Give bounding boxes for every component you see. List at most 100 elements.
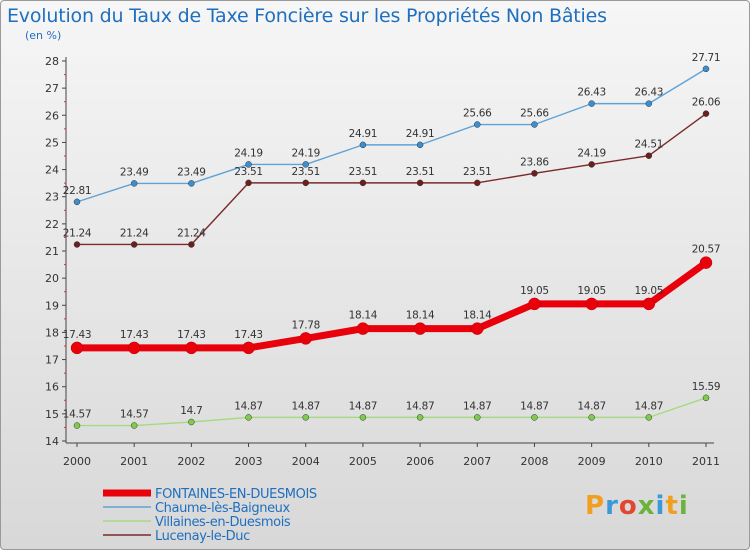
- data-label: 19.05: [577, 285, 606, 297]
- x-tick-label: 2009: [578, 455, 606, 468]
- y-tick-label: 20: [45, 272, 59, 285]
- data-label: 21.24: [120, 227, 149, 239]
- data-label: 14.87: [291, 400, 320, 412]
- x-tick-label: 2008: [520, 455, 548, 468]
- data-point: [188, 418, 195, 426]
- x-tick-label: 2005: [349, 455, 377, 468]
- data-label: 27.71: [692, 52, 721, 64]
- data-label: 14.87: [406, 400, 435, 412]
- data-label: 14.87: [520, 400, 549, 412]
- data-point: [645, 152, 653, 159]
- data-label: 14.57: [63, 409, 92, 421]
- legend-label: Villaines-en-Duesmois: [155, 515, 291, 530]
- data-label: 18.14: [406, 310, 435, 322]
- data-label: 23.51: [291, 166, 320, 178]
- data-label: 18.14: [349, 310, 378, 322]
- data-point: [245, 161, 252, 168]
- series-line: [73, 259, 710, 352]
- data-label: 23.51: [406, 166, 435, 178]
- y-tick-label: 18: [45, 326, 59, 339]
- data-label: 14.87: [577, 400, 606, 412]
- data-label: 14.57: [120, 409, 149, 421]
- data-point: [531, 121, 538, 128]
- data-label: 23.49: [177, 166, 206, 178]
- data-point: [585, 297, 598, 311]
- y-tick-label: 15: [45, 408, 59, 421]
- logo-letter: t: [665, 491, 679, 521]
- data-point: [73, 422, 81, 429]
- x-tick-label: 2007: [463, 455, 491, 468]
- data-point: [130, 241, 138, 248]
- data-label: 17.43: [234, 329, 263, 341]
- data-point: [299, 332, 312, 345]
- series-line: [76, 397, 707, 427]
- legend-label: Chaume-lès-Baigneux: [155, 501, 291, 516]
- data-label: 24.19: [291, 147, 320, 159]
- legend-label: Lucenay-le-Duc: [155, 529, 250, 544]
- data-point: [130, 422, 138, 429]
- data-point: [127, 341, 141, 355]
- data-point: [474, 121, 481, 128]
- data-label: 22.81: [63, 185, 92, 197]
- data-point: [242, 341, 255, 355]
- chart-subtitle: (en %): [25, 29, 62, 42]
- data-label: 18.14: [463, 310, 492, 322]
- data-point: [645, 100, 653, 107]
- data-point: [531, 414, 538, 421]
- x-tick-label: 2000: [63, 455, 91, 468]
- data-point: [642, 297, 656, 311]
- data-point: [474, 179, 481, 187]
- data-point: [702, 394, 710, 402]
- data-point: [588, 414, 595, 421]
- logo-letter: x: [637, 491, 656, 521]
- data-point: [359, 179, 367, 187]
- data-point: [471, 322, 484, 335]
- data-label: 21.24: [177, 227, 206, 239]
- logo-letter: i: [678, 491, 689, 521]
- data-label: 23.86: [520, 156, 549, 168]
- data-point: [416, 414, 424, 421]
- data-label: 20.57: [692, 244, 721, 256]
- data-point: [245, 414, 252, 421]
- y-tick-label: 27: [45, 82, 59, 95]
- logo-letter: r: [605, 491, 619, 521]
- data-point: [70, 341, 84, 355]
- data-label: 23.49: [120, 166, 149, 178]
- logo-letter: o: [618, 491, 638, 521]
- data-label: 26.43: [635, 87, 664, 99]
- data-point: [73, 241, 81, 248]
- data-point: [188, 180, 195, 187]
- data-point: [185, 341, 198, 355]
- data-label: 24.91: [349, 128, 378, 140]
- logo-letter: i: [655, 491, 666, 521]
- data-label: 14.87: [463, 400, 492, 412]
- y-tick-label: 22: [45, 218, 59, 231]
- data-label: 24.19: [234, 147, 263, 159]
- x-tick-label: 2006: [406, 455, 434, 468]
- series-line: [76, 68, 707, 203]
- data-label: 21.24: [63, 227, 92, 239]
- data-label: 17.43: [63, 329, 92, 341]
- data-label: 23.51: [463, 166, 492, 178]
- data-label: 14.7: [180, 405, 202, 417]
- data-label: 24.19: [577, 147, 606, 159]
- data-label: 23.51: [234, 166, 263, 178]
- y-tick-label: 26: [45, 109, 59, 122]
- data-point: [359, 414, 367, 421]
- data-point: [359, 141, 367, 149]
- data-point: [73, 198, 81, 206]
- data-point: [188, 241, 195, 248]
- data-label: 14.87: [234, 400, 263, 412]
- data-point: [531, 170, 538, 177]
- data-label: 25.66: [463, 108, 492, 120]
- data-label: 24.51: [635, 139, 664, 151]
- data-label: 23.51: [349, 166, 378, 178]
- chart-title: Evolution du Taux de Taxe Foncière sur l…: [7, 5, 607, 27]
- legend-label: FONTAINES-EN-DUESMOIS: [155, 487, 317, 502]
- y-tick-label: 24: [45, 164, 59, 177]
- data-point: [474, 414, 481, 421]
- y-tick-label: 28: [45, 55, 59, 68]
- data-label: 14.87: [635, 400, 664, 412]
